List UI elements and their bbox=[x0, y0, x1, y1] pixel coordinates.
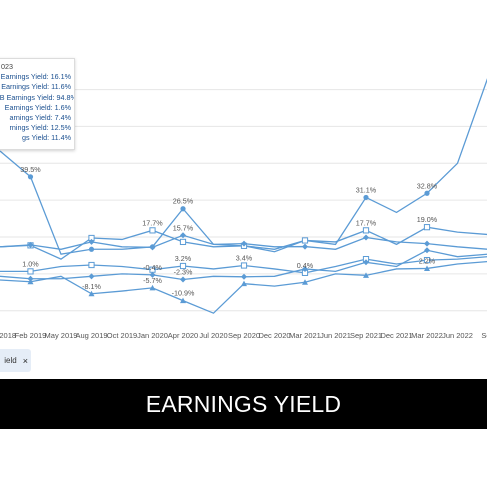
data-label: -0.4% bbox=[143, 263, 162, 272]
data-label: 26.5% bbox=[173, 197, 194, 206]
data-point bbox=[27, 268, 34, 275]
data-point bbox=[88, 238, 95, 245]
series-filter-chip[interactable]: ield × bbox=[0, 349, 31, 372]
x-tick-label: Mar 2021 bbox=[289, 331, 321, 340]
tooltip-row: Earnings Yield: 11.6% bbox=[1, 82, 71, 92]
data-label: 17.7% bbox=[142, 218, 163, 227]
tooltip-header: 023 bbox=[1, 62, 13, 71]
data-label: 15.7% bbox=[173, 223, 194, 232]
data-label: 3.4% bbox=[236, 254, 253, 263]
data-point bbox=[424, 265, 430, 271]
x-tick-label: Dec 2020 bbox=[258, 331, 290, 340]
x-tick-label: Jul 2020 bbox=[199, 331, 227, 340]
x-tick-label: Feb 2019 bbox=[15, 331, 47, 340]
data-point bbox=[180, 297, 186, 304]
x-tick-label: Sep 2020 bbox=[228, 331, 260, 340]
x-tick-label: Jun 2022 bbox=[442, 331, 473, 340]
data-point bbox=[180, 206, 186, 212]
data-point bbox=[363, 259, 369, 266]
tooltip-row: arnings Yield: 7.4% bbox=[9, 113, 71, 123]
x-tick-label: Jun 2021 bbox=[320, 331, 351, 340]
x-tick-label: Apr 2020 bbox=[168, 331, 198, 340]
data-point bbox=[27, 241, 34, 248]
data-point bbox=[27, 174, 34, 180]
data-label: 32.8% bbox=[417, 181, 438, 190]
chart-tooltip: 023 Earnings Yield: 16.1% Earnings Yield… bbox=[0, 58, 75, 150]
data-point bbox=[180, 276, 186, 283]
data-label: 39.5% bbox=[20, 165, 41, 174]
title-banner: EARNINGS YIELD bbox=[0, 379, 487, 429]
series-line bbox=[0, 260, 487, 314]
x-tick-label: May 2019 bbox=[45, 331, 78, 340]
data-label: 3.2% bbox=[175, 254, 192, 263]
data-point bbox=[179, 262, 187, 270]
close-icon[interactable]: × bbox=[22, 355, 28, 366]
x-tick-label: Mar 2022 bbox=[411, 331, 443, 340]
data-point bbox=[180, 232, 186, 239]
tooltip-row: rnings Yield: 12.5% bbox=[9, 123, 71, 133]
data-point bbox=[241, 280, 247, 287]
data-point bbox=[424, 190, 430, 196]
data-label: 1.0% bbox=[22, 259, 39, 268]
filter-chip-label: ield bbox=[4, 356, 17, 365]
data-point bbox=[27, 275, 34, 282]
x-tick-label: Dec 2021 bbox=[380, 331, 412, 340]
data-label: 31.1% bbox=[356, 185, 377, 194]
data-point bbox=[149, 244, 156, 251]
data-label: 0.4% bbox=[297, 261, 314, 270]
data-point bbox=[423, 256, 431, 264]
data-point bbox=[302, 243, 308, 250]
x-tick-label: Aug 2019 bbox=[75, 331, 107, 340]
data-label: 19.0% bbox=[417, 215, 438, 224]
data-point bbox=[179, 238, 187, 246]
data-label: 2.2% bbox=[419, 256, 436, 265]
data-point bbox=[363, 272, 369, 278]
data-label: -10.9% bbox=[172, 289, 195, 298]
data-point bbox=[241, 273, 247, 280]
data-point bbox=[240, 262, 248, 269]
data-point bbox=[363, 234, 369, 241]
data-point bbox=[301, 237, 309, 244]
data-point bbox=[88, 273, 95, 280]
data-point bbox=[149, 271, 156, 278]
data-label: -5.7% bbox=[143, 276, 162, 285]
x-tick-label: Oct 2019 bbox=[107, 331, 137, 340]
data-point bbox=[302, 265, 308, 272]
tooltip-row: KB Earnings Yield: 94.8% bbox=[0, 92, 75, 102]
data-point bbox=[423, 224, 431, 231]
data-point bbox=[88, 290, 95, 297]
banner-title: EARNINGS YIELD bbox=[145, 390, 342, 417]
data-point bbox=[424, 247, 430, 254]
data-point bbox=[302, 279, 308, 285]
tooltip-row: Earnings Yield: 16.1% bbox=[0, 72, 71, 82]
data-label: -2.3% bbox=[174, 268, 193, 277]
data-point bbox=[362, 227, 370, 234]
x-tick-label: Jan 2020 bbox=[137, 331, 168, 340]
data-point bbox=[424, 240, 430, 247]
x-tick-label: Sep 2021 bbox=[350, 331, 382, 340]
data-point bbox=[149, 227, 156, 234]
tooltip-row: gs Yield: 11.4% bbox=[21, 133, 71, 143]
tooltip-row: Earnings Yield: 1.6% bbox=[4, 102, 71, 112]
x-tick-label: Sep bbox=[481, 331, 487, 340]
data-point bbox=[363, 194, 369, 201]
data-point bbox=[88, 261, 95, 269]
data-label: 17.7% bbox=[356, 218, 377, 227]
data-point bbox=[149, 284, 156, 291]
data-point bbox=[88, 246, 95, 252]
data-point bbox=[241, 240, 247, 247]
data-label: -8.1% bbox=[82, 282, 101, 291]
x-tick-label: Nov 2018 bbox=[0, 331, 16, 340]
